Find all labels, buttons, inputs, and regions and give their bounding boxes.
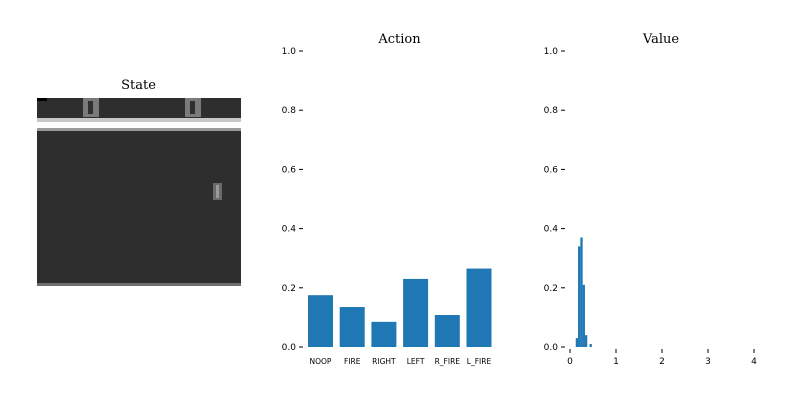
state-frame-image [37,98,241,286]
top-wall [37,118,241,122]
value-ytick-label: 0.6 [544,165,559,175]
bottom-wall [37,283,241,286]
value-xtick-label: 1 [613,357,619,367]
value-xtick-label: 4 [751,357,757,367]
action-ytick-label: 0.2 [282,284,296,294]
value-panel: Value 0.0 0.2 0.4 0.6 0.8 1.0 0 1 2 3 4 [544,32,757,367]
action-xtick-label: FIRE [344,357,361,366]
value-ytick-label: 0.2 [544,284,558,294]
value-hist-bar [580,237,583,347]
value-bars [575,237,592,347]
action-y-axis: 0.0 0.2 0.4 0.6 0.8 1.0 [282,47,303,353]
value-hist-bar [589,344,592,347]
action-bar-r_fire [434,315,460,347]
action-bar-left [403,278,429,347]
value-xtick-label: 2 [659,357,665,367]
value-ytick-label: 0.4 [544,225,559,235]
value-hist-bar [582,284,585,347]
action-xtick-label: RIGHT [372,357,396,366]
field-border [37,128,241,131]
action-xtick-label: R_FIRE [435,357,461,366]
action-bar-noop [308,295,333,347]
ball-highlight [216,185,219,198]
action-ytick-label: 0.4 [282,225,297,235]
value-x-axis: 0 1 2 3 4 [567,349,757,367]
value-hist-bar [575,338,579,347]
paddle-left-core [88,101,93,114]
value-y-axis: 0.0 0.2 0.4 0.6 0.8 1.0 [544,47,565,353]
action-title: Action [377,32,421,47]
action-bar-right [371,321,397,347]
action-panel: Action 0.0 0.2 0.4 0.6 0.8 1.0 NOOP FIRE RIGHT L… [282,32,492,366]
score-marker [37,98,47,101]
action-bars [308,268,492,347]
state-title: State [121,78,156,93]
value-ytick-label: 1.0 [544,47,559,57]
value-xtick-label: 0 [567,357,573,367]
action-x-labels: NOOP FIRE RIGHT LEFT R_FIRE L_FIRE [310,357,492,366]
value-xtick-label: 3 [705,357,711,367]
value-title: Value [642,32,679,47]
action-bar-l_fire [466,268,492,347]
state-panel: State [37,78,241,286]
action-ytick-label: 1.0 [282,47,297,57]
value-ytick-label: 0.8 [544,106,559,116]
action-ytick-label: 0.6 [282,165,297,175]
action-ytick-label: 0.0 [282,343,297,353]
action-xtick-label: NOOP [310,357,332,366]
value-ytick-label: 0.0 [544,343,559,353]
action-bar-fire [339,307,365,347]
action-xtick-label: LEFT [407,357,425,366]
value-hist-bar [584,335,588,347]
top-gap [37,122,241,128]
action-ytick-label: 0.8 [282,106,297,116]
value-hist-bar [578,246,581,347]
action-xtick-label: L_FIRE [467,357,492,366]
paddle-right-core [190,101,195,114]
